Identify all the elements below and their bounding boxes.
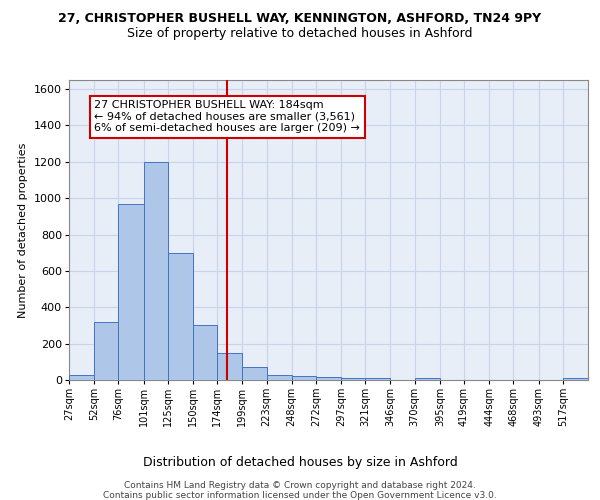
- Bar: [69, 375, 94, 380]
- Y-axis label: Number of detached properties: Number of detached properties: [19, 142, 28, 318]
- Bar: [563, 378, 588, 380]
- Bar: [94, 322, 118, 380]
- Bar: [365, 378, 391, 380]
- Bar: [415, 378, 440, 380]
- Bar: [341, 378, 365, 380]
- Bar: [217, 352, 242, 380]
- Bar: [316, 378, 341, 380]
- Text: Distribution of detached houses by size in Ashford: Distribution of detached houses by size …: [143, 456, 457, 469]
- Text: Size of property relative to detached houses in Ashford: Size of property relative to detached ho…: [127, 28, 473, 40]
- Text: 27 CHRISTOPHER BUSHELL WAY: 184sqm
← 94% of detached houses are smaller (3,561)
: 27 CHRISTOPHER BUSHELL WAY: 184sqm ← 94%…: [94, 100, 360, 133]
- Bar: [266, 374, 292, 380]
- Text: Contains HM Land Registry data © Crown copyright and database right 2024.: Contains HM Land Registry data © Crown c…: [124, 480, 476, 490]
- Text: 27, CHRISTOPHER BUSHELL WAY, KENNINGTON, ASHFORD, TN24 9PY: 27, CHRISTOPHER BUSHELL WAY, KENNINGTON,…: [58, 12, 542, 26]
- Bar: [118, 204, 143, 380]
- Bar: [193, 326, 217, 380]
- Bar: [143, 162, 168, 380]
- Text: Contains public sector information licensed under the Open Government Licence v3: Contains public sector information licen…: [103, 490, 497, 500]
- Bar: [242, 368, 266, 380]
- Bar: [168, 252, 193, 380]
- Bar: [292, 376, 316, 380]
